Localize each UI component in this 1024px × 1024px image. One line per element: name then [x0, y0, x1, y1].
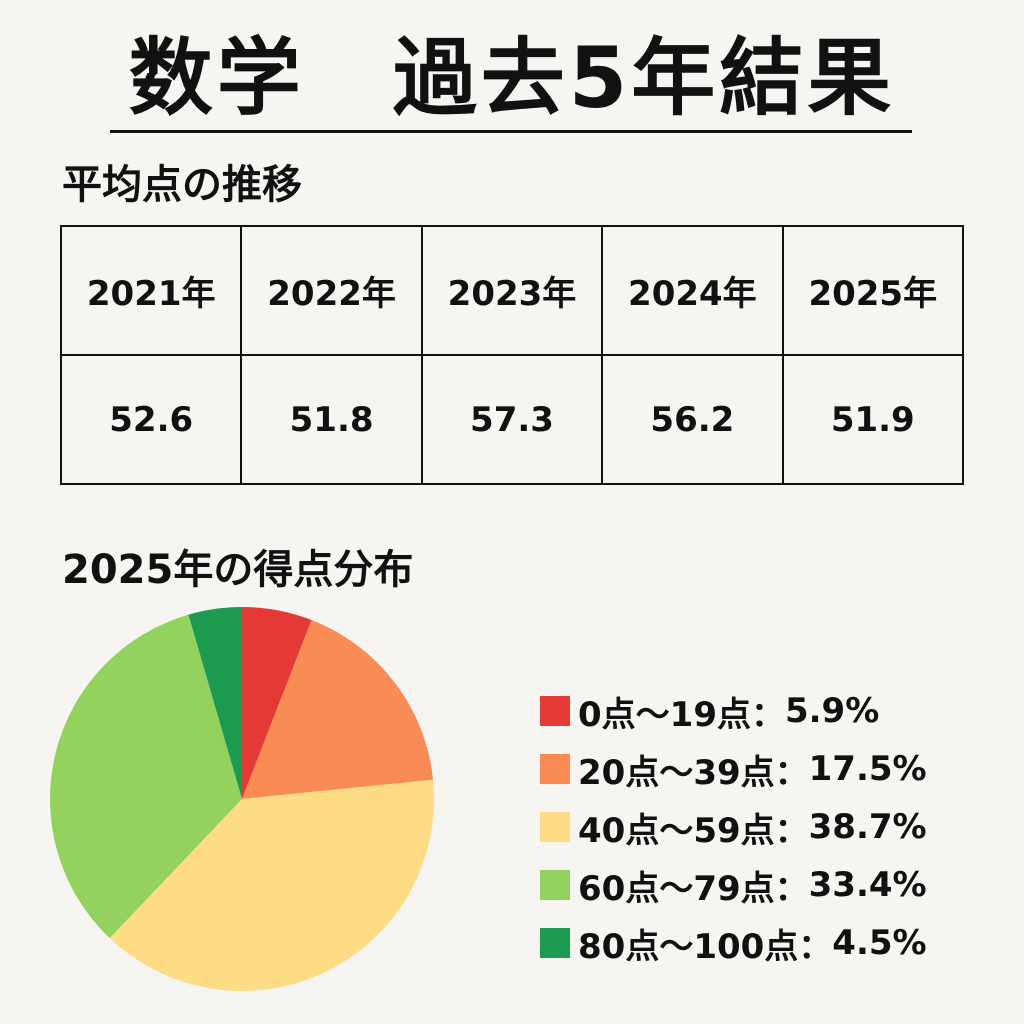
- legend-swatch: [540, 754, 570, 784]
- year-cell: 2025年: [781, 225, 965, 356]
- legend-item: 0点〜19点： 5.9%: [540, 682, 927, 740]
- legend-swatch: [540, 812, 570, 842]
- legend-separator: ：: [774, 810, 809, 851]
- average-section-heading: 平均点の推移: [62, 162, 302, 208]
- page-title: 数学 過去5年結果: [128, 29, 896, 127]
- legend-item: 80点〜100点： 4.5%: [540, 914, 927, 972]
- legend-item: 20点〜39点： 17.5%: [540, 740, 927, 798]
- score-row: 52.6 51.8 57.3 56.2 51.9: [59, 354, 965, 485]
- year-cell: 2022年: [240, 225, 423, 356]
- score-cell: 57.3: [420, 354, 604, 485]
- legend-value: 5.9%: [784, 691, 880, 731]
- year-cell: 2023年: [420, 225, 604, 356]
- legend-value: 4.5%: [832, 923, 927, 963]
- year-row: 2021年 2022年 2023年 2024年 2025年: [59, 225, 965, 356]
- title-underline: [110, 130, 912, 133]
- pie-slice-5: [188, 607, 242, 799]
- pie-slice-3: [109, 779, 435, 991]
- legend-item: 40点〜59点： 38.7%: [540, 798, 927, 856]
- pie-slice-1: [242, 607, 312, 799]
- legend-item: 60点〜79点： 33.4%: [540, 856, 927, 914]
- legend-label: 20点〜39点: [578, 752, 775, 793]
- legend-swatch: [540, 696, 570, 726]
- legend-label: 60点〜79点: [578, 868, 775, 909]
- legend-swatch: [540, 928, 570, 958]
- legend-swatch: [540, 870, 570, 900]
- legend-label: 0点〜19点: [578, 694, 751, 735]
- legend-value: 33.4%: [808, 865, 927, 905]
- score-cell: 51.9: [781, 354, 965, 485]
- score-cell: 52.6: [59, 354, 243, 485]
- year-cell: 2021年: [59, 225, 243, 356]
- legend-separator: ：: [798, 926, 833, 967]
- pie-slice-4: [49, 614, 242, 939]
- pie-legend: 0点〜19点： 5.9% 20点〜39点： 17.5% 40点〜59点： 38.7% 60点…: [540, 682, 927, 972]
- pie-slice-2: [242, 620, 434, 799]
- legend-separator: ：: [774, 868, 809, 909]
- legend-separator: ：: [774, 752, 809, 793]
- year-cell: 2024年: [601, 225, 784, 356]
- score-cell: 56.2: [601, 354, 784, 485]
- distribution-section-heading: 2025年の得点分布: [62, 547, 414, 593]
- average-score-table: 2021年 2022年 2023年 2024年 2025年 52.6 51.8 …: [59, 225, 965, 485]
- legend-value: 38.7%: [808, 807, 927, 847]
- legend-value: 17.5%: [808, 749, 927, 789]
- legend-label: 40点〜59点: [578, 810, 775, 851]
- score-cell: 51.8: [240, 354, 423, 485]
- score-distribution-pie-chart: [49, 607, 435, 991]
- legend-label: 80点〜100点: [578, 926, 799, 967]
- legend-separator: ：: [750, 694, 785, 735]
